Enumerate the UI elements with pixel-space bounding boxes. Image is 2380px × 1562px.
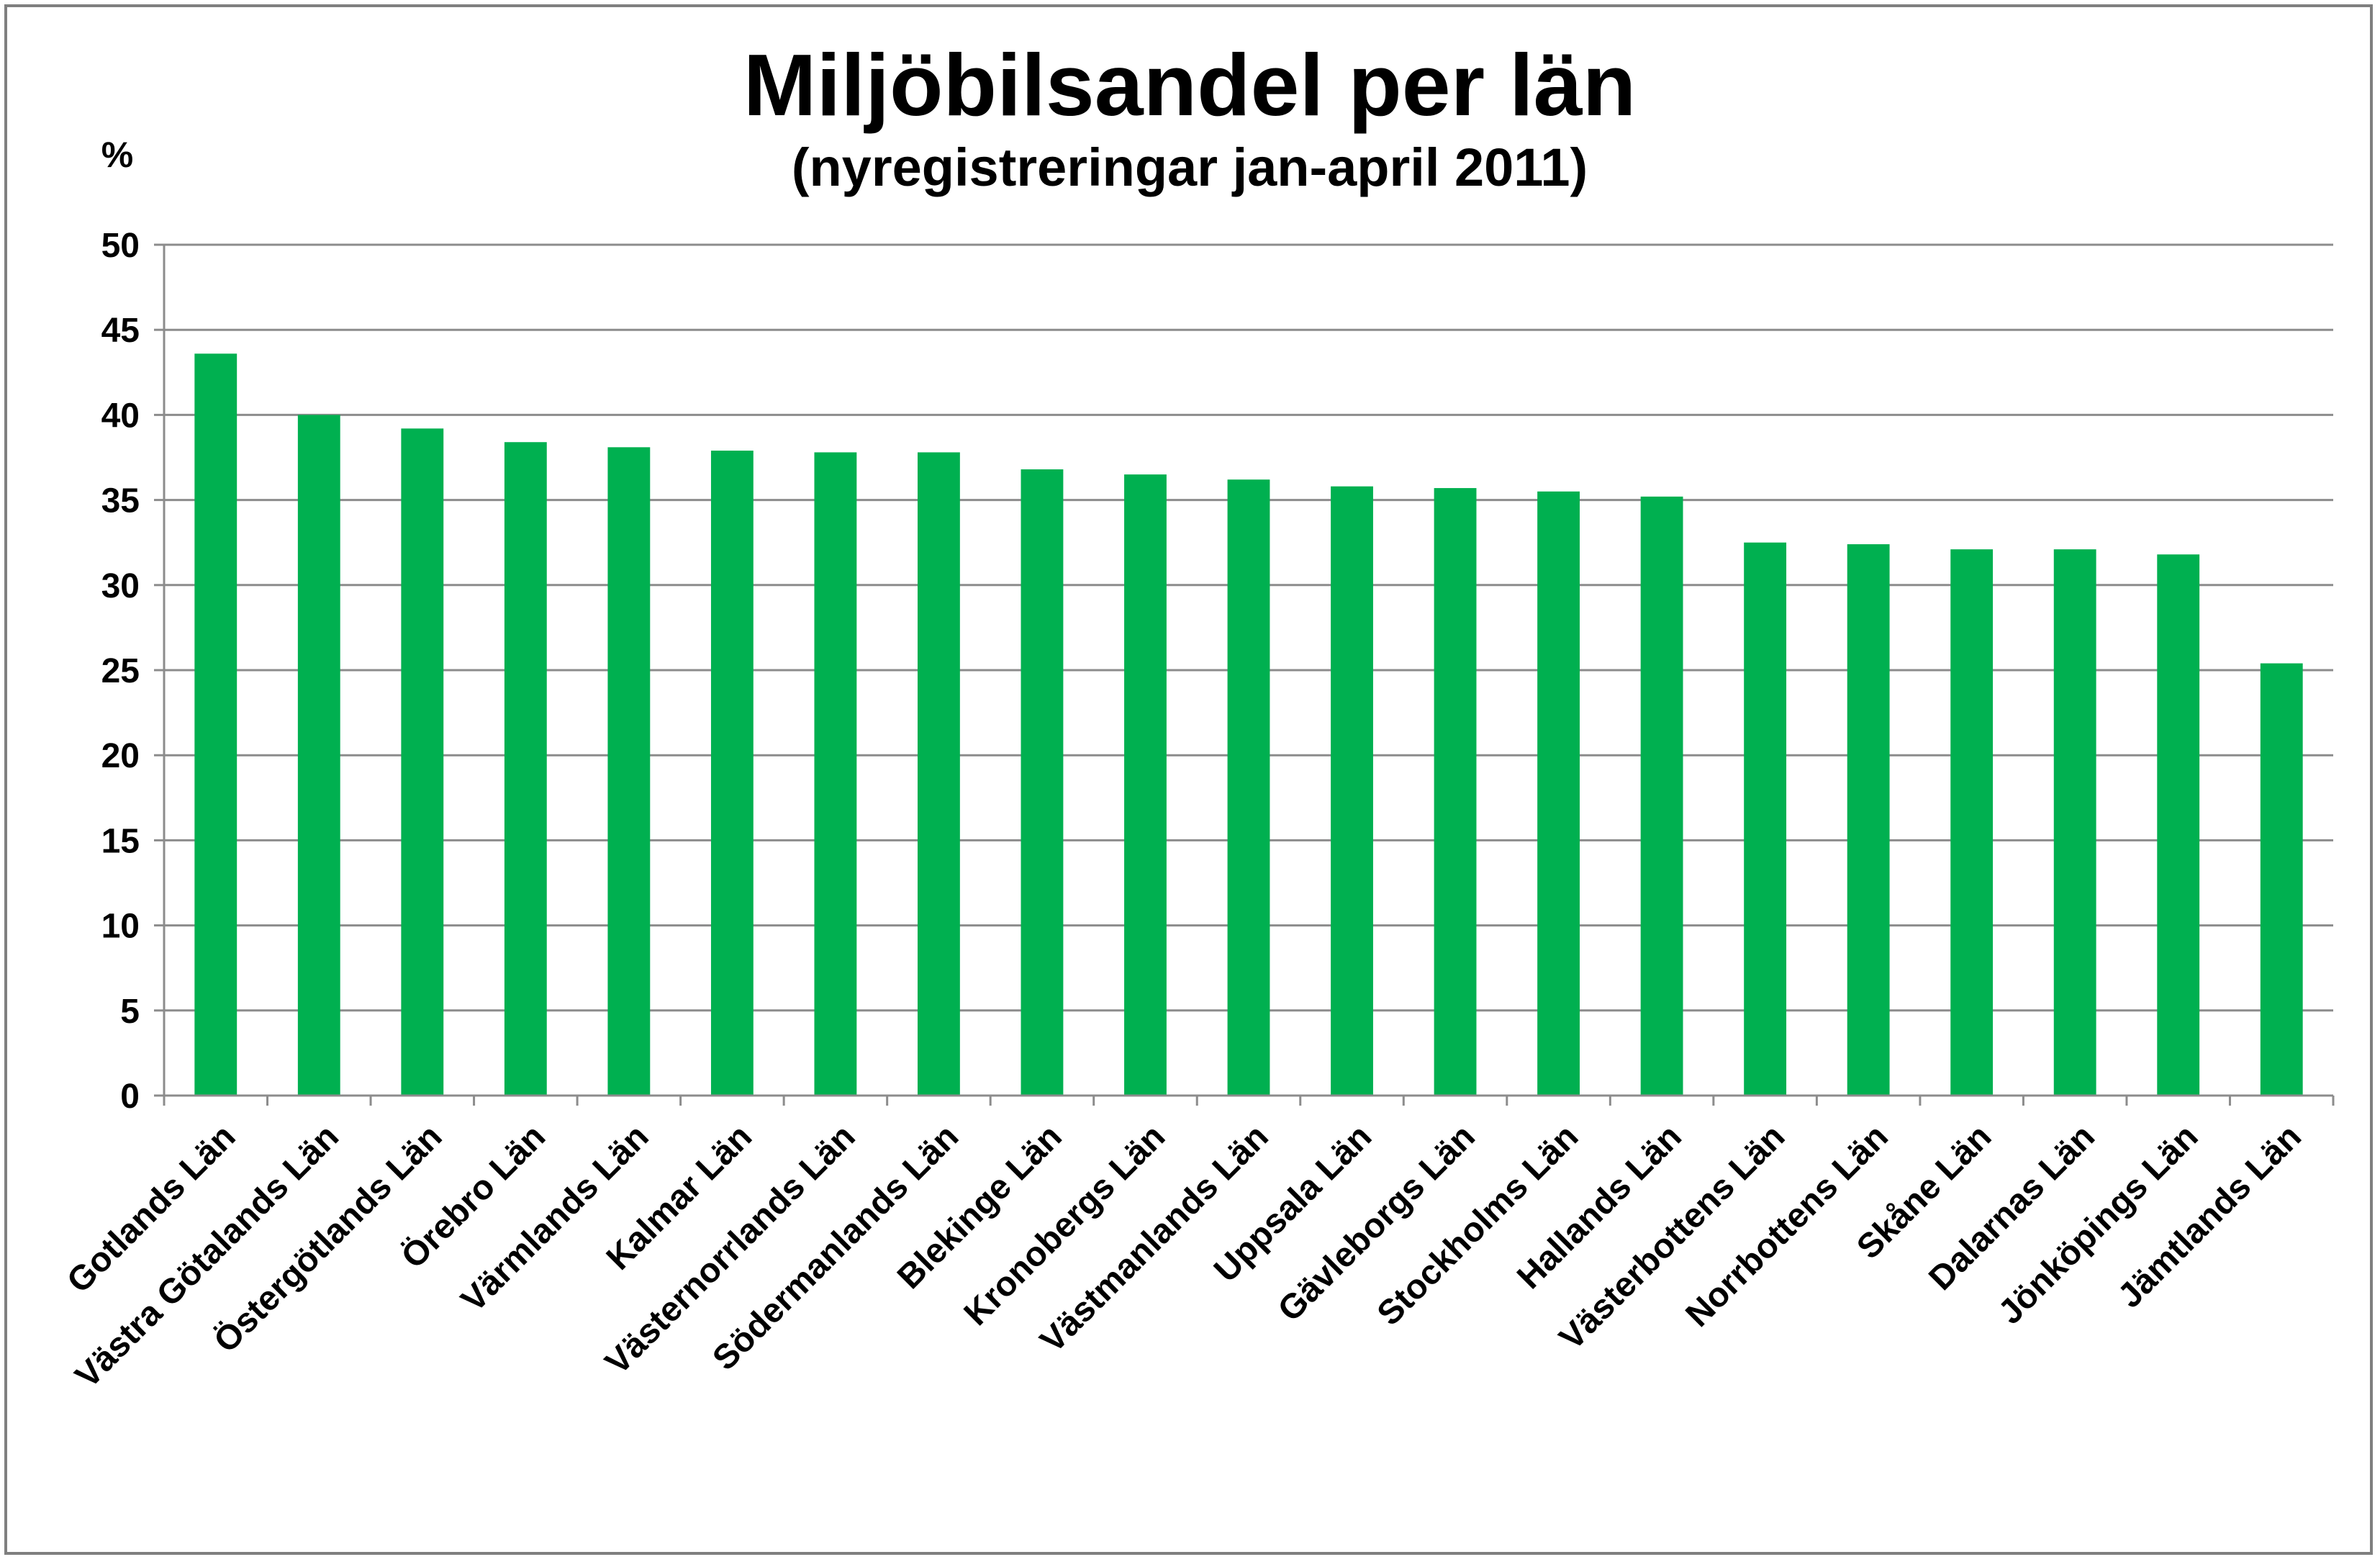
y-tick-label: 5: [120, 993, 140, 1031]
y-tick-label: 15: [101, 822, 140, 860]
bar: [1124, 474, 1167, 1096]
x-tick-label: Värmlands Län: [454, 1117, 656, 1319]
bar: [1434, 488, 1477, 1096]
x-tick-label: Gävleborgs Län: [1271, 1117, 1483, 1329]
bar: [297, 415, 340, 1096]
bar: [2260, 663, 2303, 1096]
bar: [1744, 542, 1787, 1096]
bar: [1640, 496, 1683, 1096]
bar: [401, 428, 444, 1096]
y-tick-label: 35: [101, 482, 140, 520]
axes: [163, 245, 2333, 1097]
x-tick-label: Jämtlands Län: [2111, 1117, 2309, 1315]
x-tick-label: Jönköpings Län: [1991, 1117, 2206, 1332]
y-axis-unit-label: %: [101, 135, 133, 175]
bar: [1847, 544, 1890, 1096]
y-tick-label: 0: [120, 1078, 140, 1116]
y-tick-label: 30: [101, 567, 140, 605]
bar: [2157, 554, 2200, 1096]
bar: [504, 442, 547, 1096]
y-tick-label: 10: [101, 908, 140, 946]
y-tick-label: 45: [101, 312, 140, 350]
chart-title: Miljöbilsandel per län: [743, 36, 1637, 134]
bars: [194, 353, 2303, 1096]
bar: [918, 452, 960, 1096]
bar: [1021, 469, 1064, 1096]
y-tick-label: 40: [101, 397, 140, 435]
y-tick-label: 25: [101, 652, 140, 690]
y-tick-label: 50: [101, 227, 140, 265]
bar: [607, 447, 651, 1096]
chart-subtitle: (nyregistreringar jan-april 2011): [792, 137, 1588, 197]
bar: [814, 452, 857, 1096]
bar: [1331, 486, 1373, 1096]
bar: [710, 451, 754, 1096]
bar: [1227, 479, 1270, 1096]
bar: [1950, 549, 1994, 1096]
bar: [194, 353, 237, 1096]
bar: [1537, 491, 1580, 1096]
y-axis-ticks: 0 5 10 15 20 25 30 35 40 45 50: [101, 227, 164, 1116]
y-tick-label: 20: [101, 737, 140, 775]
bar: [2053, 549, 2096, 1096]
